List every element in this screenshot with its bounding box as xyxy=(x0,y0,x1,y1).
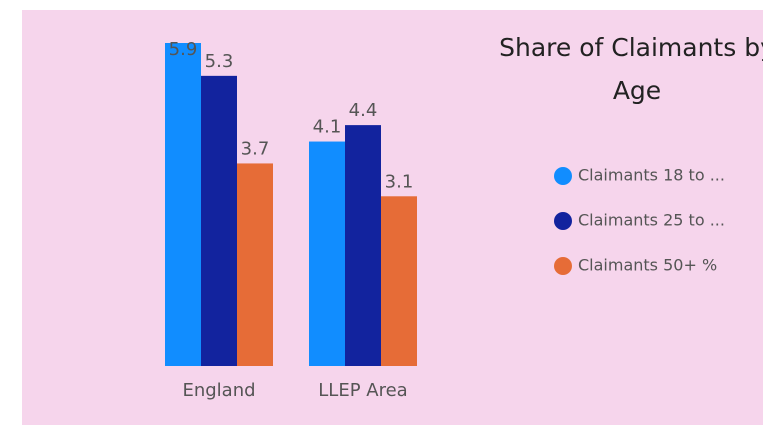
data-label: 5.3 xyxy=(205,51,234,72)
bar xyxy=(201,75,237,366)
legend-label: Claimants 25 to ... xyxy=(578,211,725,230)
bar xyxy=(309,141,345,366)
data-label: 3.1 xyxy=(385,171,414,192)
x-tick-label: LLEP Area xyxy=(318,380,407,401)
data-label: 4.4 xyxy=(349,100,378,121)
legend-marker xyxy=(554,212,572,230)
legend-marker xyxy=(554,167,572,185)
bar xyxy=(345,125,381,366)
bar xyxy=(165,43,201,366)
bar xyxy=(237,163,273,366)
data-label: 4.1 xyxy=(313,117,342,138)
chart-title: Share of Claimants by Age xyxy=(499,33,763,105)
x-tick-label: England xyxy=(182,380,255,401)
data-label: 3.7 xyxy=(241,138,270,159)
legend-label: Claimants 18 to ... xyxy=(578,166,725,185)
legend-marker xyxy=(554,257,572,275)
bar xyxy=(381,196,417,366)
legend-label: Claimants 50+ % xyxy=(578,256,717,275)
data-label: 5.9 xyxy=(169,39,198,60)
